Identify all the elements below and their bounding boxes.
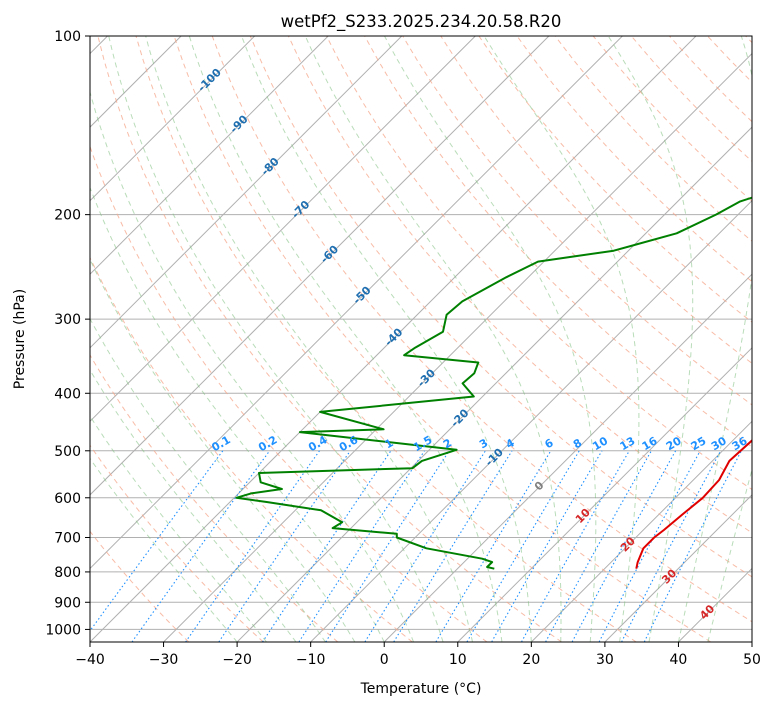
dry-adiabat	[440, 36, 752, 364]
dry-adiabat	[90, 354, 339, 642]
x-tick-label: 0	[380, 652, 389, 668]
dry-adiabat	[173, 36, 712, 642]
x-tick-label: −30	[149, 652, 179, 668]
chart-title: wetPf2_S233.2025.234.20.58.R20	[281, 12, 562, 32]
mixing-ratio-line	[521, 450, 630, 642]
mixing-ratio-line	[435, 450, 552, 642]
x-tick-label: 10	[449, 652, 467, 668]
mixing-ratio-line	[185, 450, 320, 642]
moist-adiabat	[145, 36, 473, 642]
y-tick-label: 900	[54, 595, 81, 611]
sounding-lines	[235, 196, 752, 570]
mixing-ratio-line	[364, 450, 486, 642]
mixing-ratio-line	[218, 450, 351, 642]
y-tick-label: 700	[54, 531, 81, 547]
mixing-ratio-line	[262, 450, 392, 642]
moist-adiabat	[241, 36, 532, 642]
y-tick-label: 500	[54, 444, 81, 460]
moist-adiabat	[90, 258, 356, 642]
isotherm-line	[383, 273, 752, 642]
dewpoint-line	[235, 196, 752, 570]
isotherm-line	[163, 52, 752, 642]
dry-adiabat	[516, 36, 752, 283]
dry-adiabat	[249, 36, 752, 578]
isotherm-line	[90, 36, 623, 570]
isotherm-line	[604, 494, 752, 642]
x-tick-label: 50	[743, 652, 761, 668]
x-axis-label: Temperature (°C)	[360, 681, 482, 697]
temperature-line	[635, 438, 752, 569]
isotherm-line	[530, 420, 752, 642]
x-tick-label: 30	[596, 652, 614, 668]
plot-frame	[89, 35, 753, 643]
isotherm-line	[90, 36, 476, 423]
mixing-ratio-line	[131, 450, 271, 642]
dry-adiabat	[211, 36, 752, 623]
y-tick-label: 200	[54, 208, 81, 224]
x-tick-label: 20	[522, 652, 540, 668]
x-tick-label: −20	[222, 652, 252, 668]
mixing-ratio-line	[90, 450, 224, 632]
isotherm-line	[457, 347, 752, 642]
dry-adiabat	[287, 36, 752, 534]
moist-adiabat	[304, 36, 562, 642]
y-tick-label: 400	[54, 386, 81, 402]
dry-adiabat	[402, 36, 752, 406]
moist-adiabat	[90, 369, 297, 642]
mixing-ratio-line	[598, 450, 701, 642]
moist-adiabat	[188, 36, 503, 642]
isotherm-line	[236, 126, 752, 642]
moist-adiabat	[108, 36, 444, 642]
y-tick-label: 100	[54, 29, 81, 45]
y-tick-label: 800	[54, 565, 81, 581]
isotherm-line	[90, 36, 550, 496]
moist-adiabat	[607, 36, 694, 642]
isotherm-line	[90, 36, 697, 642]
isotherm-line	[90, 36, 329, 275]
dry-adiabat	[97, 36, 562, 642]
dry-adiabat	[90, 444, 264, 642]
dry-adiabat	[90, 530, 190, 642]
y-axis-label: Pressure (hPa)	[12, 289, 28, 389]
mixing-ratio-line	[545, 450, 652, 642]
mixing-ratio-line	[325, 450, 450, 642]
mixing-ratio-line	[571, 450, 677, 642]
dry-adiabat	[90, 256, 413, 642]
y-tick-label: 1000	[45, 622, 81, 638]
dry-adiabat	[135, 36, 637, 642]
y-tick-label: 600	[54, 491, 81, 507]
y-tick-label: 300	[54, 312, 81, 328]
x-tick-label: −10	[296, 652, 326, 668]
isotherm-line	[90, 36, 256, 202]
x-tick-label: −40	[75, 652, 105, 668]
moist-adiabat	[90, 415, 267, 642]
moist-adiabat	[384, 36, 597, 642]
dry-adiabat	[90, 145, 488, 642]
axis-ticks: −40 −30 −20 −10 0 10 20 30 40 50 100 200 300 400 500 60…	[45, 29, 761, 668]
moist-adiabat	[90, 457, 238, 642]
moist-adiabat	[483, 36, 640, 642]
background-reference-lines	[90, 36, 752, 642]
isotherm-line	[90, 36, 403, 349]
x-tick-label: 40	[670, 652, 688, 668]
moist-adiabat	[90, 90, 415, 642]
mixing-ratio-line	[298, 450, 425, 642]
